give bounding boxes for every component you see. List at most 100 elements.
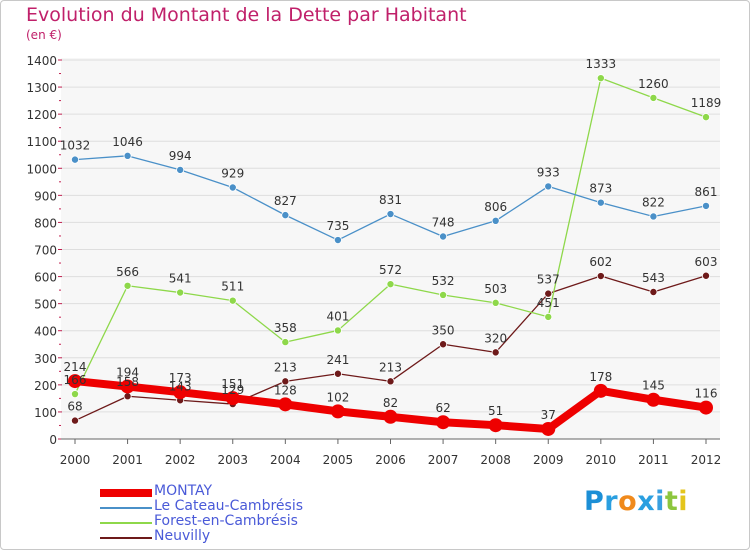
data-label: 541 [169,272,192,286]
data-label: 827 [274,194,297,208]
data-label: 116 [695,387,718,401]
y-tick-label: 1400 [26,54,57,68]
x-tick-label: 2004 [270,453,301,467]
legend-swatch [100,489,152,497]
logo-letter: P [584,486,605,517]
data-point [123,392,132,401]
y-tick-label: 800 [34,216,57,230]
data-label: 831 [379,193,402,207]
data-point [176,288,185,297]
data-label: 532 [432,274,455,288]
data-label: 194 [116,365,139,379]
x-tick-label: 2007 [428,453,459,467]
plot-area [61,58,720,439]
data-point [702,201,711,210]
data-point [176,165,185,174]
data-label: 503 [484,282,507,296]
data-point [281,211,290,220]
data-point [333,326,342,335]
data-point [596,272,605,281]
data-point [439,340,448,349]
data-point [702,271,711,280]
data-label: 822 [642,195,665,209]
data-label: 214 [64,360,87,374]
data-point [333,236,342,245]
y-tick-label: 200 [34,379,57,393]
y-tick-label: 1000 [26,162,57,176]
data-label: 143 [169,379,192,393]
logo-letter: i [678,486,689,517]
data-point [278,397,293,412]
data-label: 158 [116,375,139,389]
data-point [436,415,451,430]
logo-letter: o [618,486,638,517]
data-point [330,404,345,419]
data-point [228,296,237,305]
data-point [649,288,658,297]
data-point [225,391,240,406]
data-label: 82 [383,396,398,410]
x-tick-label: 2011 [638,453,669,467]
data-point [386,210,395,219]
data-point [702,113,711,122]
data-point [544,182,553,191]
data-point [488,418,503,433]
y-tick-label: 400 [34,325,57,339]
data-point [123,281,132,290]
data-label: 1032 [60,139,91,153]
data-label: 213 [379,360,402,374]
chart-title: Evolution du Montant de la Dette par Hab… [26,4,467,26]
data-label: 350 [432,323,455,337]
data-label: 68 [67,400,82,414]
data-label: 1046 [112,135,143,149]
logo-letter: i [655,486,665,517]
legend-swatch [100,507,152,509]
data-point [71,155,80,164]
data-label: 178 [589,370,612,384]
data-label: 994 [169,149,192,163]
y-tick-label: 900 [34,189,57,203]
data-label: 51 [488,404,503,418]
data-point [281,338,290,347]
x-tick-label: 2005 [323,453,354,467]
data-point [699,400,713,415]
legend-label: MONTAY [154,483,213,499]
data-point [120,379,135,394]
y-tick-label: 0 [49,433,57,447]
data-label: 129 [221,383,244,397]
data-point [386,280,395,289]
data-label: 358 [274,321,297,335]
data-point [491,348,500,357]
x-tick-label: 2010 [586,453,617,467]
data-point [386,377,395,386]
data-label: 241 [326,353,349,367]
data-label: 511 [221,280,244,294]
data-point [173,385,188,400]
data-point [596,198,605,207]
data-label: 213 [274,360,297,374]
data-point [68,374,82,389]
data-label: 861 [695,185,718,199]
data-point [281,377,290,386]
y-tick-label: 1200 [26,108,57,122]
data-label: 102 [326,390,349,404]
x-tick-label: 2012 [691,453,722,467]
data-label: 572 [379,263,402,277]
data-label: 451 [537,296,560,310]
legend-label: Forest-en-Cambrésis [154,513,298,529]
x-tick-label: 2000 [60,453,91,467]
data-label: 145 [642,379,665,393]
logo-letter: r [604,486,619,517]
data-point [383,409,398,424]
y-tick-label: 300 [34,352,57,366]
data-label: 543 [642,271,665,285]
data-point [593,383,608,398]
proxiti-logo: Proxiti [584,486,688,517]
data-point [123,151,132,160]
data-label: 602 [589,255,612,269]
logo-letter: t [664,486,679,517]
data-point [333,369,342,378]
data-label: 873 [589,182,612,196]
data-label: 1260 [638,77,669,91]
data-label: 566 [116,265,139,279]
